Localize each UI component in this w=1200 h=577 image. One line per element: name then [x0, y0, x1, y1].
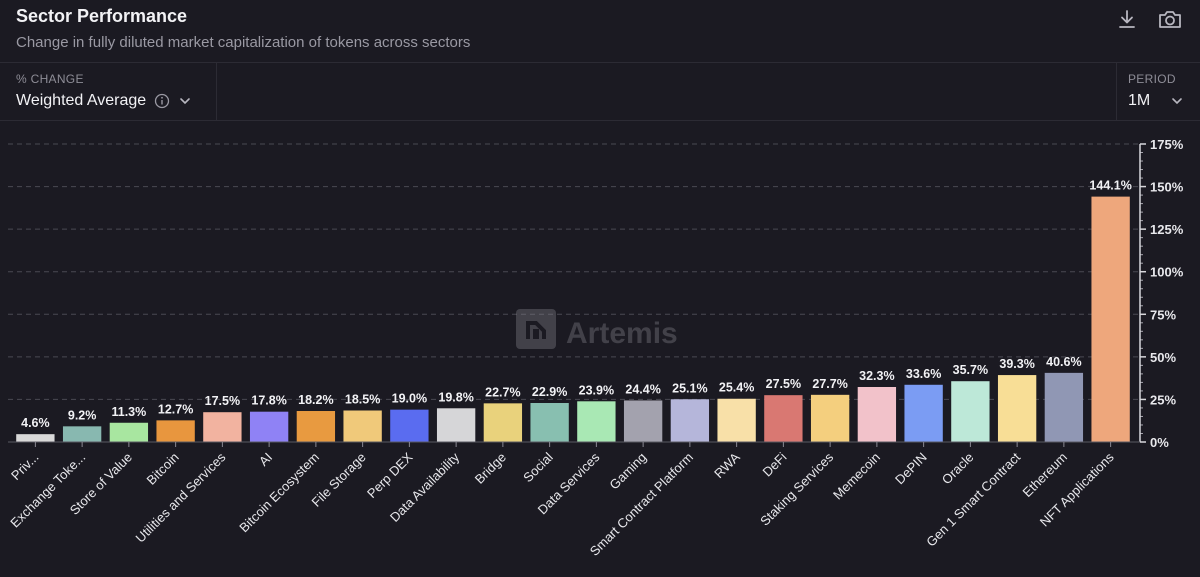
bar-value-label: 11.3% — [111, 405, 146, 419]
bar-value-label: 32.3% — [859, 369, 894, 383]
bar-value-label: 9.2% — [68, 408, 97, 422]
bars: 4.6% 9.2% 11.3% 12.7% 17.5% 17.8% 18.2% 18.5% 19… — [16, 179, 1132, 442]
bar[interactable] — [296, 411, 336, 442]
bar-value-label: 17.8% — [251, 394, 286, 408]
x-category-label: Oracle — [939, 450, 977, 488]
x-category-label: Memecoin — [830, 450, 883, 503]
bar[interactable] — [951, 381, 990, 442]
period-label: PERIOD — [1128, 72, 1176, 86]
bar-value-label: 19.0% — [392, 392, 427, 406]
sector-bar-chart: Artemis 4.6% 9.2% 11.3% 12.7% 17.5% 17.8% 18.2… — [7, 137, 1184, 559]
bar[interactable] — [530, 403, 569, 442]
bar-value-label: 22.7% — [485, 385, 520, 399]
bar[interactable] — [249, 411, 289, 442]
y-tick-label: 175% — [1150, 137, 1184, 152]
bar-value-label: 25.1% — [672, 381, 707, 395]
bar-value-label: 19.8% — [438, 390, 473, 404]
x-category-label: Social — [520, 449, 556, 485]
period-dropdown[interactable]: 1M — [1128, 92, 1192, 110]
bar-value-label: 25.4% — [719, 381, 754, 395]
controls-divider-right — [1116, 62, 1117, 120]
artemis-watermark: Artemis — [516, 309, 678, 350]
bar[interactable] — [1091, 196, 1130, 442]
info-icon[interactable] — [154, 93, 170, 109]
header-divider — [0, 62, 1200, 63]
y-tick-label: 100% — [1150, 265, 1184, 280]
controls-divider-left — [216, 62, 217, 120]
watermark-text: Artemis — [566, 317, 678, 350]
bar[interactable] — [623, 400, 663, 442]
bar[interactable] — [156, 420, 195, 442]
chart-title: Sector Performance — [16, 6, 188, 26]
y-tick-label: 50% — [1150, 350, 1176, 365]
chart-header: Sector Performance Change in fully dilut… — [0, 0, 1200, 62]
bar-value-label: 40.6% — [1046, 355, 1081, 369]
bar-value-label: 18.5% — [345, 392, 380, 406]
bar[interactable] — [717, 398, 756, 442]
bar-value-label: 18.2% — [298, 393, 333, 407]
bar-value-label: 22.9% — [532, 385, 567, 399]
x-category-label: DePIN — [892, 450, 930, 488]
metric-value: Weighted Average — [16, 92, 147, 109]
controls-divider — [0, 120, 1200, 121]
bar-value-label: 35.7% — [953, 363, 988, 377]
x-category-label: Bridge — [472, 450, 509, 487]
x-category-label: Bitcoin Ecosystem — [236, 450, 322, 536]
bar[interactable] — [109, 422, 149, 442]
x-category-label: Gaming — [606, 450, 649, 493]
bar[interactable] — [203, 412, 242, 442]
bar[interactable] — [577, 401, 616, 442]
bar-value-label: 24.4% — [625, 382, 660, 396]
download-icon[interactable] — [1116, 8, 1138, 30]
x-category-label: RWA — [711, 449, 743, 481]
bar[interactable] — [670, 399, 710, 442]
x-category-label: Gen 1 Smart Contract — [923, 449, 1023, 549]
bar-value-label: 144.1% — [1089, 179, 1131, 193]
bar-value-label: 27.5% — [766, 377, 801, 391]
y-tick-label: 150% — [1150, 180, 1184, 195]
bar[interactable] — [16, 434, 55, 442]
bar-value-label: 12.7% — [158, 402, 193, 416]
bar-value-label: 33.6% — [906, 367, 941, 381]
chevron-down-icon — [1172, 98, 1183, 105]
bar[interactable] — [904, 384, 943, 442]
y-axis: 0% 25% 50% 75% 100% 125% 150% 175% — [8, 137, 1184, 450]
bar[interactable] — [436, 408, 476, 442]
metric-dropdown[interactable]: Weighted Average — [16, 92, 200, 110]
bar-value-label: 4.6% — [21, 416, 50, 430]
y-tick-label: 0% — [1150, 435, 1169, 450]
bar-value-label: 23.9% — [579, 383, 614, 397]
chart-subtitle: Change in fully diluted market capitaliz… — [16, 34, 471, 51]
bar[interactable] — [1044, 372, 1084, 442]
bar[interactable] — [857, 386, 897, 442]
x-category-label: Priv... — [8, 450, 41, 483]
x-category-label: DeFi — [759, 449, 789, 479]
x-category-label: Utilities and Services — [133, 449, 229, 545]
bar[interactable] — [483, 403, 523, 442]
bar[interactable] — [764, 395, 803, 442]
y-tick-label: 75% — [1150, 307, 1176, 322]
metric-label: % CHANGE — [16, 72, 84, 86]
bar[interactable] — [997, 375, 1037, 442]
bar-value-label: 39.3% — [999, 357, 1034, 371]
grid-lines — [8, 143, 1138, 400]
bar[interactable] — [390, 409, 429, 442]
period-value: 1M — [1128, 92, 1151, 109]
x-axis-labels: Priv...Exchange Toke...Store of Value Bit… — [7, 442, 1117, 559]
x-category-label: Bitcoin — [144, 450, 182, 488]
y-tick-label: 25% — [1150, 392, 1176, 407]
x-category-label: AI — [256, 450, 275, 469]
chevron-down-icon — [180, 98, 190, 105]
camera-icon[interactable] — [1157, 8, 1183, 30]
bar[interactable] — [62, 426, 102, 442]
bar[interactable] — [343, 410, 382, 442]
y-tick-label: 125% — [1150, 222, 1184, 237]
bar[interactable] — [810, 394, 850, 442]
bar-value-label: 17.5% — [205, 394, 240, 408]
bar-value-label: 27.7% — [812, 377, 847, 391]
